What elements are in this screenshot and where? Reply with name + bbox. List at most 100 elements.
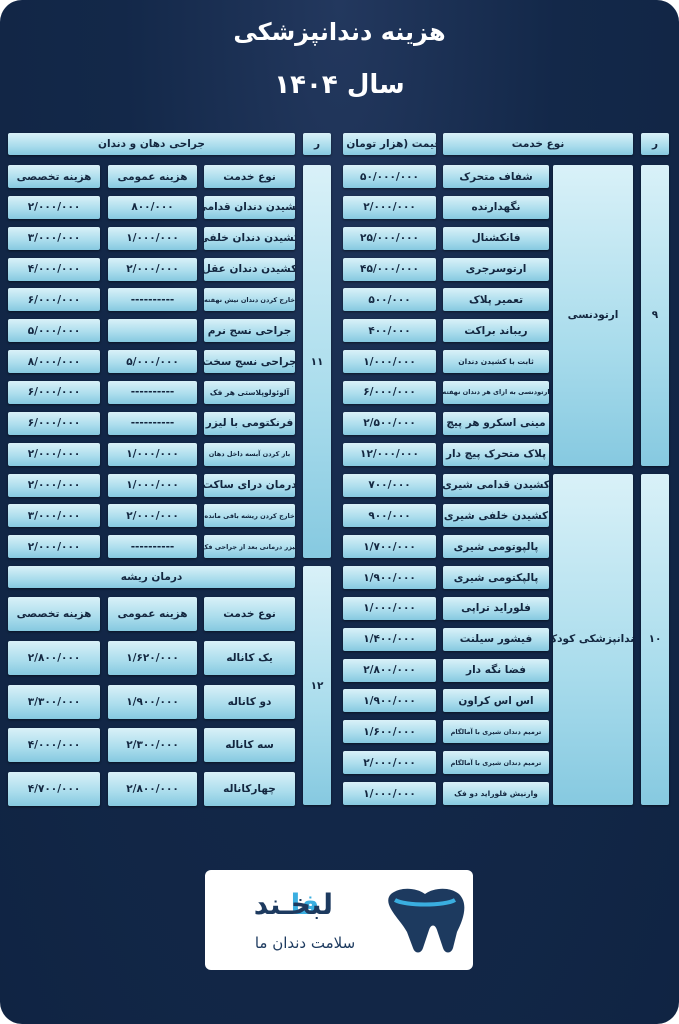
price: ---------- xyxy=(108,380,197,404)
price: ۸۰۰/۰۰۰ xyxy=(108,195,197,219)
column-header: نوع خدمت xyxy=(443,133,633,155)
price: ۶/۰۰۰/۰۰۰ xyxy=(343,380,436,404)
price: ۲۵/۰۰۰/۰۰۰ xyxy=(343,226,436,250)
price: ۵۰۰/۰۰۰ xyxy=(343,288,436,312)
price: ۲/۸۰۰/۰۰۰ xyxy=(8,641,100,675)
column-header: نوع خدمت xyxy=(204,597,295,631)
brand-accent: فا xyxy=(291,888,320,921)
service: کشیدن دندان عقل xyxy=(204,257,295,281)
price: ۶/۰۰۰/۰۰۰ xyxy=(8,411,100,435)
column-header: هزینه عمومی xyxy=(108,597,197,631)
service: فلوراید تراپی xyxy=(443,596,549,620)
price: ---------- xyxy=(108,535,197,559)
price: ۹۰۰/۰۰۰ xyxy=(343,504,436,528)
tagline: سلامت دندان ما xyxy=(255,934,355,952)
price: ۱/۷۰۰/۰۰۰ xyxy=(343,535,436,559)
price: ۲/۰۰۰/۰۰۰ xyxy=(108,504,197,528)
service: مینی اسکرو هر پیچ xyxy=(443,411,549,435)
price: ۳/۰۰۰/۰۰۰ xyxy=(8,504,100,528)
service: ریباند براکت xyxy=(443,319,549,343)
price xyxy=(108,319,197,343)
price: ۱/۶۲۰/۰۰۰ xyxy=(108,641,197,675)
service: فضا نگه دار xyxy=(443,658,549,682)
price: ۱/۹۰۰/۰۰۰ xyxy=(343,566,436,590)
service: ترمیم دندان شیری با آمالگام xyxy=(443,751,549,775)
price: ۵۰/۰۰۰/۰۰۰ xyxy=(343,165,436,188)
price: ۵/۰۰۰/۰۰۰ xyxy=(8,319,100,343)
price: ۱/۰۰۰/۰۰۰ xyxy=(108,226,197,250)
price: ۱/۴۰۰/۰۰۰ xyxy=(343,627,436,651)
service: ارتودنسی به ازای هر دندان نهفته xyxy=(443,380,549,404)
service: دو کاناله xyxy=(204,684,295,719)
price: ۴۰۰/۰۰۰ xyxy=(343,319,436,343)
price: ۲/۸۰۰/۰۰۰ xyxy=(108,771,197,806)
price: ۳/۳۰۰/۰۰۰ xyxy=(8,684,100,719)
svg-text:فا: فا xyxy=(291,888,320,921)
price: ۱/۹۰۰/۰۰۰ xyxy=(343,689,436,713)
service: شفاف متحرک xyxy=(443,165,549,188)
group-name: ارتودنسی xyxy=(553,165,633,466)
price: ۲/۰۰۰/۰۰۰ xyxy=(343,751,436,775)
service: آلوئولوپلاستی هر فک xyxy=(204,380,295,404)
brand-main: لبخـند xyxy=(254,888,333,921)
price: ۱/۶۰۰/۰۰۰ xyxy=(343,720,436,744)
column-header: هزینه تخصصی xyxy=(8,597,100,631)
service: چهارکاناله xyxy=(204,771,295,806)
price: ۱/۰۰۰/۰۰۰ xyxy=(108,442,197,466)
service: درمان درای ساکت xyxy=(204,473,295,497)
service: پالپوتومی شیری xyxy=(443,535,549,559)
price: ۱/۰۰۰/۰۰۰ xyxy=(108,473,197,497)
price: ---------- xyxy=(108,288,197,312)
service: نگهدارنده xyxy=(443,195,549,219)
service: خارج کردن ریشه باقی مانده xyxy=(204,504,295,528)
column-header: ر xyxy=(303,133,331,155)
service: اس اس کراون xyxy=(443,689,549,713)
service: ترمیم دندان شیری با آمالگام xyxy=(443,720,549,744)
price: ۲/۰۰۰/۰۰۰ xyxy=(8,535,100,559)
price: ۱/۰۰۰/۰۰۰ xyxy=(343,782,436,805)
price: ۲/۵۰۰/۰۰۰ xyxy=(343,411,436,435)
logo-icon: فا لبخـند سلامت دندان ما xyxy=(254,888,465,953)
service: ارتوسرجری xyxy=(443,257,549,281)
service: جراحی نسج سخت xyxy=(204,350,295,374)
price: ۲/۰۰۰/۰۰۰ xyxy=(343,195,436,219)
service: کشیدن خلفی شیری xyxy=(443,504,549,528)
column-header: هزینه عمومی xyxy=(108,165,197,188)
column-header: نوع خدمت xyxy=(204,165,295,188)
price: ۱۲/۰۰۰/۰۰۰ xyxy=(343,442,436,466)
price: ۶/۰۰۰/۰۰۰ xyxy=(8,380,100,404)
group-number: ۱۰ xyxy=(641,473,669,805)
price: ۸/۰۰۰/۰۰۰ xyxy=(8,350,100,374)
logo-card: فا لبخـند سلامت دندان ما xyxy=(205,870,473,970)
service: لیزر درمانی بعد از جراحی فک xyxy=(204,535,295,559)
price: ۴/۰۰۰/۰۰۰ xyxy=(8,257,100,281)
service: یک کاناله xyxy=(204,641,295,675)
service: ثابت با کشیدن دندان xyxy=(443,350,549,374)
price: ۲/۸۰۰/۰۰۰ xyxy=(343,658,436,682)
price: ۲/۰۰۰/۰۰۰ xyxy=(8,473,100,497)
service: کشیدن دندان خلفی xyxy=(204,226,295,250)
service: پالپکتومی شیری xyxy=(443,566,549,590)
group-number: ۱۱ xyxy=(303,165,331,559)
service: فانکشنال xyxy=(443,226,549,250)
service: تعمیر پلاک xyxy=(443,288,549,312)
service: وارنیش فلوراید دو فک xyxy=(443,782,549,805)
service: جراحی نسج نرم xyxy=(204,319,295,343)
column-header: قیمت (هزار تومان ) xyxy=(343,133,436,155)
section-title: درمان ریشه xyxy=(8,566,295,588)
group-number: ۱۲ xyxy=(303,566,331,805)
column-header: هزینه تخصصی xyxy=(8,165,100,188)
price: ۲/۳۰۰/۰۰۰ xyxy=(108,728,197,762)
price: ۴/۷۰۰/۰۰۰ xyxy=(8,771,100,806)
price: ---------- xyxy=(108,411,197,435)
service: خارج کردن دندان نیش نهفته xyxy=(204,288,295,312)
title: هزینه دندانپزشکی xyxy=(233,18,446,46)
price: ۶/۰۰۰/۰۰۰ xyxy=(8,288,100,312)
price: ۳/۰۰۰/۰۰۰ xyxy=(8,226,100,250)
service: پلاک متحرک پیچ دار xyxy=(443,442,549,466)
service: فیشور سیلنت xyxy=(443,627,549,651)
group-number: ۹ xyxy=(641,165,669,466)
year: سال ۱۴۰۴ xyxy=(274,70,405,100)
